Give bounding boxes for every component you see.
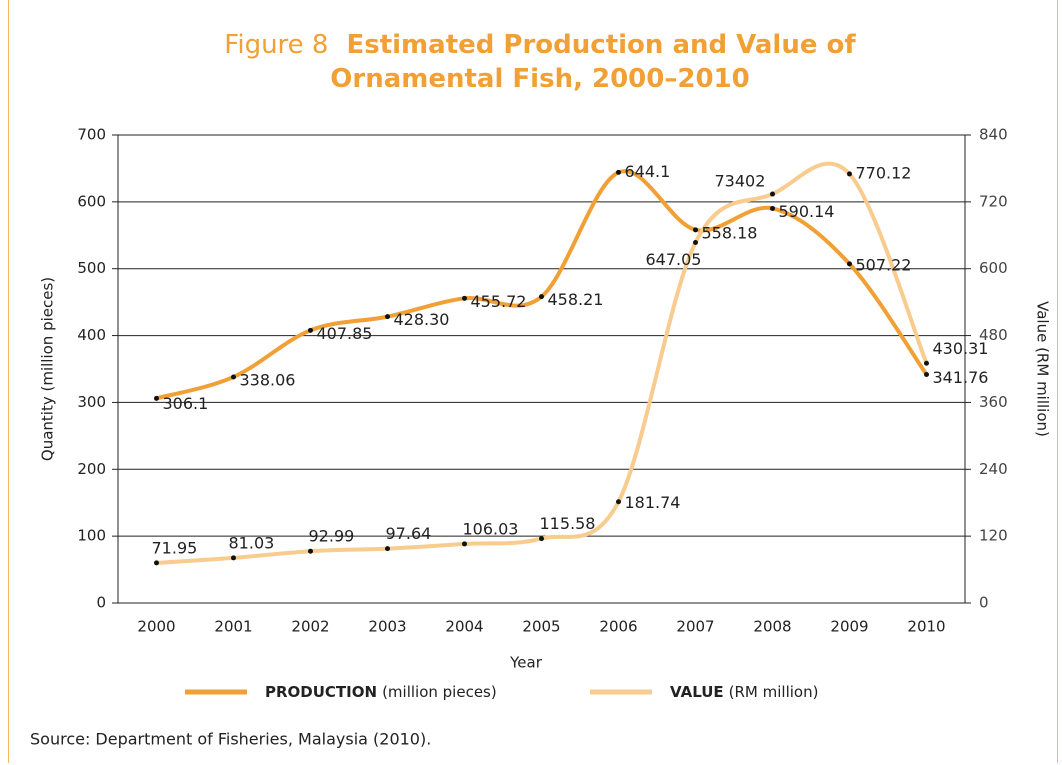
- title-text: Estimated Production and Value of Orname…: [330, 30, 856, 94]
- point: [847, 171, 852, 177]
- data-label: 407.85: [317, 324, 373, 343]
- data-label: 71.95: [152, 538, 198, 557]
- point: [616, 169, 621, 175]
- figure-label: Figure 8: [224, 30, 329, 60]
- data-label: 92.99: [309, 527, 355, 546]
- point: [539, 294, 544, 300]
- x-tick-label: 2002: [291, 618, 329, 636]
- y2-tick-label: 120: [979, 527, 1008, 545]
- point: [154, 395, 159, 401]
- y2-tick-label: 600: [979, 259, 1008, 277]
- y-tick-label: 500: [77, 259, 106, 277]
- x-tick-label: 2007: [676, 618, 714, 636]
- point: [385, 546, 390, 552]
- point: [462, 541, 467, 547]
- series-line: [155, 169, 929, 401]
- data-label: 106.03: [463, 519, 519, 538]
- data-label: 115.58: [540, 514, 596, 533]
- data-label: 647.05: [646, 250, 702, 269]
- x-tick-label: 2004: [445, 618, 483, 636]
- point: [924, 372, 929, 378]
- legend-label: VALUE (RM million): [670, 683, 818, 701]
- data-label: 306.1: [163, 394, 209, 413]
- legend-name: PRODUCTION: [265, 683, 377, 701]
- point: [924, 360, 929, 366]
- data-label: 644.1: [625, 162, 671, 181]
- data-label: 73402: [715, 172, 766, 191]
- y-tick-label: 0: [96, 594, 106, 612]
- data-label: 507.22: [856, 255, 912, 274]
- point: [770, 205, 775, 211]
- x-tick-label: 2009: [830, 618, 868, 636]
- x-tick-label: 2003: [368, 618, 406, 636]
- x-tick-label: 2006: [599, 618, 637, 636]
- point: [308, 327, 313, 333]
- y2-tick-label: 720: [979, 192, 1008, 210]
- point: [231, 555, 236, 561]
- source: Source: Department of Fisheries, Malaysi…: [30, 730, 431, 749]
- point: [616, 499, 621, 505]
- point: [770, 191, 775, 197]
- legend-label: PRODUCTION (million pieces): [265, 683, 497, 701]
- x-tick-label: 2005: [522, 618, 560, 636]
- point: [385, 314, 390, 320]
- data-label: 338.06: [240, 370, 296, 389]
- y2-tick-label: 840: [979, 126, 1008, 144]
- legend-unit: (million pieces): [382, 683, 497, 701]
- y-tick-label: 300: [77, 393, 106, 411]
- y-tick-label: 600: [77, 192, 106, 210]
- point: [231, 374, 236, 380]
- data-label: 181.74: [625, 493, 681, 512]
- data-label: 455.72: [471, 292, 527, 311]
- data-label: 590.14: [779, 202, 835, 221]
- legend-unit: (RM million): [729, 683, 819, 701]
- legend-name: VALUE: [670, 683, 724, 701]
- y2-axis-label: Value (RM million): [1034, 301, 1052, 437]
- x-tick-label: 2000: [137, 618, 175, 636]
- point: [693, 227, 698, 233]
- y-tick-label: 200: [77, 460, 106, 478]
- data-label: 558.18: [702, 223, 758, 242]
- data-label: 458.21: [548, 290, 604, 309]
- frame: [8, 0, 1058, 763]
- chart-title: Figure 8 Estimated Production and Value o…: [170, 28, 910, 96]
- y2-tick-label: 0: [979, 594, 989, 612]
- y-tick-label: 700: [77, 126, 106, 144]
- data-label: 81.03: [229, 533, 275, 552]
- x-axis-label: Year: [509, 654, 543, 672]
- y2-tick-label: 360: [979, 393, 1008, 411]
- y-axis-label: Quantity (million pieces): [39, 277, 57, 461]
- data-label: 341.76: [933, 368, 989, 387]
- data-label: 770.12: [856, 163, 912, 182]
- point: [308, 548, 313, 554]
- y2-tick-label: 480: [979, 326, 1008, 344]
- point: [847, 261, 852, 267]
- point: [693, 240, 698, 246]
- data-label: 430.31: [933, 339, 989, 358]
- series-line: [156, 161, 929, 565]
- y-tick-label: 100: [77, 527, 106, 545]
- x-tick-label: 2010: [907, 618, 945, 636]
- data-label: 428.30: [394, 310, 450, 329]
- y-tick-label: 400: [77, 326, 106, 344]
- point: [539, 536, 544, 542]
- y2-tick-label: 240: [979, 460, 1008, 478]
- point: [462, 295, 467, 301]
- x-tick-label: 2008: [753, 618, 791, 636]
- x-tick-label: 2001: [214, 618, 252, 636]
- data-label: 97.64: [386, 524, 432, 543]
- point: [154, 560, 159, 566]
